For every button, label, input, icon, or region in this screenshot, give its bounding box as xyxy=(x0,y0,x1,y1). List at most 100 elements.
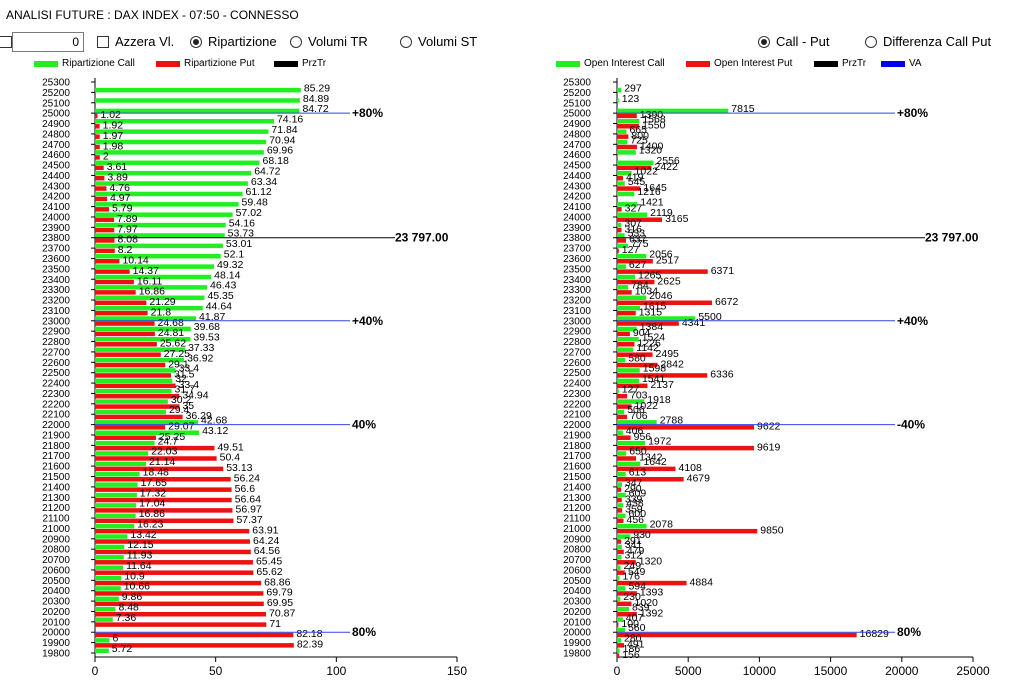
legend-label-oi-put: Open Interest Put xyxy=(714,58,793,69)
number-input[interactable]: 0 xyxy=(12,32,84,52)
put-value-label: 327 xyxy=(625,203,643,215)
call-bar xyxy=(95,264,215,269)
call-bar xyxy=(95,357,185,363)
call-value-label: 2119 xyxy=(650,207,673,219)
call-value-label: 36.92 xyxy=(187,352,213,364)
call-bar xyxy=(617,119,640,124)
y-tick-label: 23300 xyxy=(42,285,70,296)
call-value-label: 33.4 xyxy=(179,363,200,375)
call-bar xyxy=(617,202,638,207)
call-value-label: 59.48 xyxy=(242,197,268,209)
put-bar xyxy=(95,425,166,430)
y-tick-label: 23300 xyxy=(563,285,591,296)
put-value-label: 9850 xyxy=(760,524,784,536)
y-tick-label: 21300 xyxy=(42,493,70,504)
y-tick-label: 24500 xyxy=(563,161,591,172)
call-value-label: 17.32 xyxy=(140,487,166,499)
radio-ripartizione[interactable] xyxy=(190,36,202,48)
put-value-label: 316 xyxy=(624,223,642,235)
put-value-label: 2625 xyxy=(657,275,681,287)
put-bar xyxy=(95,227,115,233)
put-bar xyxy=(617,342,635,347)
call-bar xyxy=(617,326,637,332)
call-value-label: 1541 xyxy=(642,373,666,385)
call-value-label: 609 xyxy=(629,487,647,499)
put-bar xyxy=(617,653,620,658)
call-bar xyxy=(95,119,274,124)
call-value-label: 48.14 xyxy=(214,269,240,281)
marker-label: +80% xyxy=(897,106,928,120)
put-bar xyxy=(95,456,217,461)
radio-volumi-tr[interactable] xyxy=(290,36,302,48)
legend-swatch-va xyxy=(881,61,905,67)
y-tick-label: 22900 xyxy=(563,327,591,338)
call-value-label: 506 xyxy=(627,404,645,416)
y-tick-label: 23400 xyxy=(563,275,591,286)
call-value-label: 775 xyxy=(631,238,649,250)
y-tick-label: 22000 xyxy=(563,420,591,431)
put-value-label: 291 xyxy=(624,535,642,547)
call-value-label: 10.9 xyxy=(124,570,145,582)
put-value-label: 6672 xyxy=(715,296,739,308)
y-tick-label: 20100 xyxy=(42,617,70,628)
put-value-label: 6336 xyxy=(710,369,734,381)
call-value-label: 341 xyxy=(625,539,643,551)
put-bar xyxy=(617,383,648,389)
put-bar xyxy=(95,508,233,513)
y-tick-label: 23700 xyxy=(42,244,70,255)
put-bar xyxy=(95,362,166,368)
call-value-label: 2556 xyxy=(656,155,680,167)
radio-volumi-st-label: Volumi ST xyxy=(418,34,478,49)
y-tick-label: 24200 xyxy=(42,192,70,203)
y-tick-label: 24600 xyxy=(563,150,591,161)
put-value-label: 29.1 xyxy=(168,358,189,370)
put-bar xyxy=(617,165,652,171)
radio-volumi-st[interactable] xyxy=(400,36,412,48)
put-bar xyxy=(95,518,234,524)
price-label: 23 797.00 xyxy=(395,231,449,245)
put-bar xyxy=(617,186,641,191)
put-bar xyxy=(617,258,653,264)
y-tick-label: 22600 xyxy=(563,358,591,369)
y-tick-label: 20800 xyxy=(42,545,70,556)
y-tick-label: 21500 xyxy=(563,472,591,483)
put-bar xyxy=(617,352,653,357)
put-bar xyxy=(95,290,136,295)
call-bar xyxy=(617,482,622,487)
x-tick-label: 0 xyxy=(92,664,99,678)
leftmost-checkbox[interactable] xyxy=(0,36,12,48)
put-value-label: 1320 xyxy=(639,556,663,568)
put-value-label: 1.97 xyxy=(103,130,124,142)
put-value-label: 56.24 xyxy=(234,473,260,485)
radio-call-put[interactable] xyxy=(758,36,770,48)
radio-ripartizione-label: Ripartizione xyxy=(208,34,277,49)
put-bar xyxy=(617,528,758,534)
put-bar xyxy=(95,497,232,503)
put-bar xyxy=(617,393,628,399)
radio-differenza[interactable] xyxy=(865,36,877,48)
call-value-label: 1216 xyxy=(637,186,661,198)
call-value-label: 249 xyxy=(624,560,642,572)
put-value-label: 1390 xyxy=(640,109,664,121)
call-bar xyxy=(617,357,626,363)
azzera-checkbox[interactable] xyxy=(97,36,109,48)
y-tick-label: 23500 xyxy=(563,264,591,275)
y-tick-label: 22900 xyxy=(42,327,70,338)
call-bar xyxy=(95,534,128,539)
call-bar xyxy=(95,337,191,342)
y-tick-label: 23600 xyxy=(563,254,591,265)
put-bar xyxy=(95,134,100,139)
y-tick-label: 21200 xyxy=(42,503,70,514)
y-tick-label: 21700 xyxy=(563,451,591,462)
call-bar xyxy=(95,326,191,332)
put-bar xyxy=(95,404,180,409)
y-tick-label: 20500 xyxy=(563,576,591,587)
put-bar xyxy=(95,373,172,378)
call-bar xyxy=(95,544,125,550)
legend-label-przt: PrzTr xyxy=(302,58,327,69)
put-bar xyxy=(95,414,183,420)
radio-differenza-label: Differenza Call Put xyxy=(883,34,992,49)
call-value-label: 53.01 xyxy=(226,238,252,250)
call-bar xyxy=(617,472,626,477)
put-value-label: 4108 xyxy=(678,462,702,474)
